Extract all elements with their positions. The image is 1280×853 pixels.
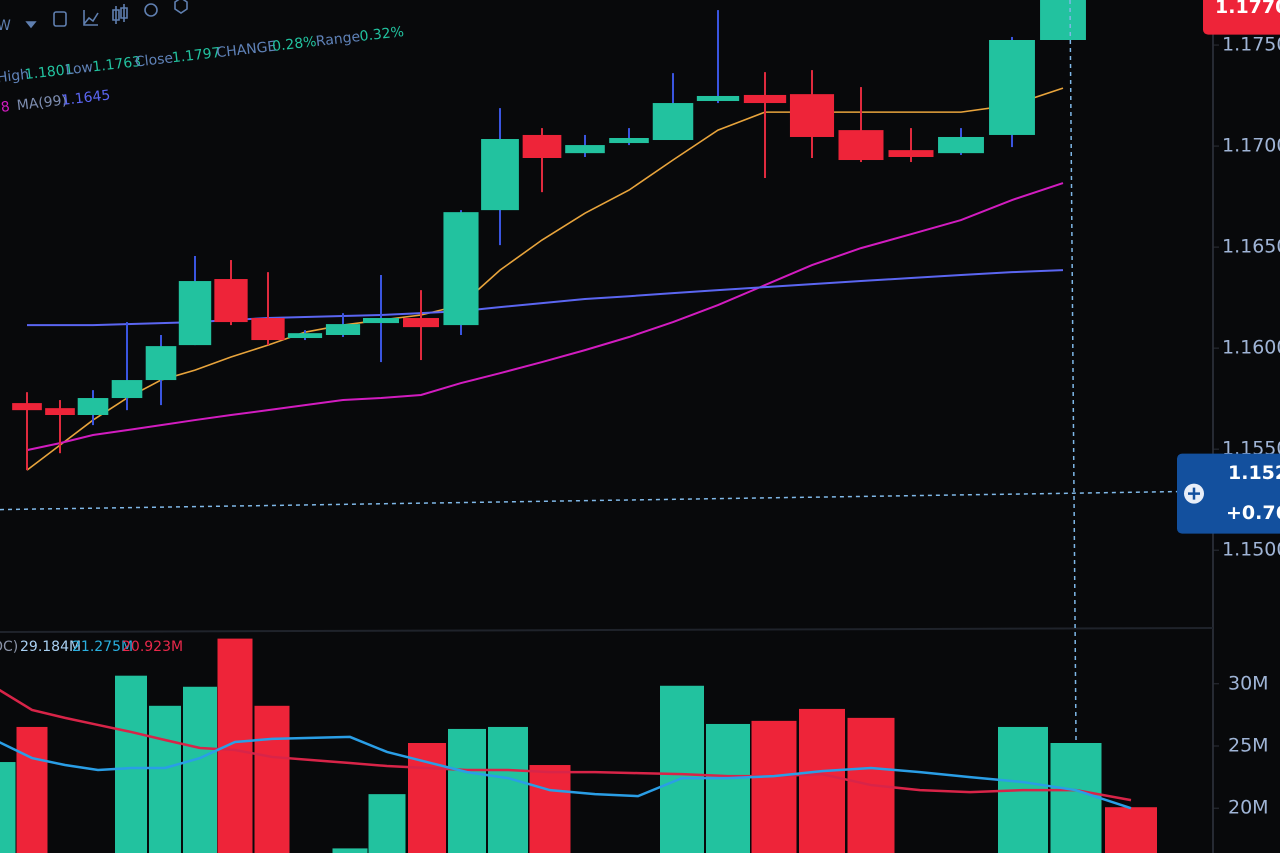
y-tick-label: 25M bbox=[1228, 734, 1269, 756]
price-panel: 1.17501.17001.16501.16001.15501.1500 bbox=[12, 0, 1280, 561]
y-tick-label: 20M bbox=[1228, 797, 1269, 819]
candle-body bbox=[251, 318, 285, 341]
volume-bar bbox=[254, 705, 290, 853]
toolbar: W bbox=[0, 0, 188, 34]
candle-body bbox=[363, 318, 399, 324]
volume-bar bbox=[529, 765, 571, 853]
candle-body bbox=[938, 136, 984, 154]
volume-bar bbox=[332, 848, 368, 853]
candle-body bbox=[481, 139, 519, 211]
legend-label: Close bbox=[134, 50, 174, 70]
legend-value: 0.32% bbox=[359, 24, 405, 45]
ohlc-legend: High1.1801Low1.1763Close1.1797CHANGE0.28… bbox=[0, 24, 405, 86]
y-tick-label: 1.1750 bbox=[1222, 34, 1280, 56]
candle-body bbox=[178, 281, 212, 346]
volume-bar bbox=[488, 726, 528, 853]
volume-bar bbox=[706, 723, 750, 853]
price-badge bbox=[1177, 453, 1280, 534]
candle-body bbox=[838, 130, 884, 161]
candle-body bbox=[743, 94, 787, 104]
candle-body bbox=[989, 40, 1035, 135]
candle-body bbox=[111, 380, 143, 399]
volume-bar bbox=[115, 675, 147, 853]
badge-change: +0.76% bbox=[1226, 502, 1280, 524]
y-tick-label: 1.1600 bbox=[1222, 337, 1280, 359]
candle-body bbox=[214, 279, 248, 323]
y-tick-label: 1.1650 bbox=[1222, 236, 1280, 258]
volume-ma-line bbox=[0, 688, 1132, 802]
candle-body bbox=[522, 134, 562, 158]
legend-label: Low bbox=[65, 59, 94, 78]
legend-value: 1.1797 bbox=[171, 45, 221, 66]
volume-bar bbox=[799, 708, 845, 853]
candle-icon[interactable] bbox=[112, 4, 128, 24]
volume-legend: 29.184M bbox=[20, 639, 81, 655]
legend-value: 1.1801 bbox=[24, 62, 74, 83]
candle-body bbox=[45, 408, 75, 416]
shield-icon[interactable] bbox=[174, 0, 188, 14]
candle-body bbox=[443, 212, 479, 326]
legend-value: 0.28% bbox=[271, 34, 317, 55]
volume-bar bbox=[751, 720, 797, 853]
panel-divider bbox=[0, 627, 1214, 633]
candle-body bbox=[287, 333, 323, 339]
candle-body bbox=[609, 137, 649, 144]
price-badges: 1.1770 1.1528 +0.76% bbox=[0, 0, 1280, 534]
ma-legend-name: MA(99) bbox=[16, 92, 68, 114]
dropdown-icon[interactable] bbox=[25, 21, 37, 29]
ma-legend-value: 1.1645 bbox=[61, 87, 111, 108]
volume-bar bbox=[448, 728, 486, 853]
legend-label: Range bbox=[315, 29, 361, 50]
candle-body bbox=[789, 94, 835, 137]
y-tick-label: 30M bbox=[1228, 672, 1269, 694]
legend-value: 1.1763 bbox=[91, 54, 141, 75]
candle-body bbox=[888, 150, 934, 157]
candle-body bbox=[325, 324, 361, 335]
legend-label: CHANGE bbox=[216, 39, 277, 62]
volume-legend: 20.923M bbox=[122, 639, 183, 655]
y-tick-label: 1.1700 bbox=[1222, 135, 1280, 157]
volume-bar bbox=[0, 762, 16, 853]
price-badge bbox=[1203, 0, 1280, 35]
volume-bar bbox=[368, 794, 406, 853]
volume-legend: OC) bbox=[0, 639, 18, 655]
volume-bar bbox=[217, 638, 253, 853]
ma-legend-value: 88 bbox=[0, 99, 11, 117]
y-tick-label: 1.1500 bbox=[1222, 539, 1280, 561]
candle-body bbox=[12, 403, 42, 411]
ma-legend: 88 MA(99)1.1645 bbox=[0, 87, 111, 116]
volume-bar bbox=[1105, 807, 1157, 853]
volume-bar bbox=[1050, 743, 1102, 853]
calendar-icon[interactable] bbox=[53, 11, 67, 27]
badge-price: 1.1528 bbox=[1228, 462, 1280, 484]
settings-icon[interactable] bbox=[144, 3, 158, 17]
volume-bar bbox=[183, 686, 217, 853]
candle-body bbox=[1040, 0, 1086, 40]
legend-label: High bbox=[0, 67, 30, 87]
volume-bar bbox=[16, 726, 48, 853]
candle-body bbox=[652, 103, 694, 141]
crosshair-vertical bbox=[1069, 0, 1077, 741]
volume-ma-line bbox=[0, 735, 1132, 810]
ma-line bbox=[27, 269, 1064, 327]
chart-icon[interactable] bbox=[83, 10, 99, 26]
candle-body bbox=[565, 145, 605, 154]
candle-body bbox=[696, 95, 740, 102]
badge-price: 1.1770 bbox=[1215, 0, 1280, 18]
volume-bar bbox=[660, 685, 704, 853]
candle-body bbox=[145, 346, 177, 381]
ma-line bbox=[26, 182, 1064, 452]
candle-body bbox=[77, 398, 109, 416]
volume-legend: 21.275M bbox=[72, 639, 133, 655]
add-icon bbox=[1188, 487, 1200, 500]
interval[interactable]: W bbox=[0, 18, 11, 34]
volume-bar bbox=[149, 705, 181, 853]
candle-body bbox=[403, 318, 439, 328]
